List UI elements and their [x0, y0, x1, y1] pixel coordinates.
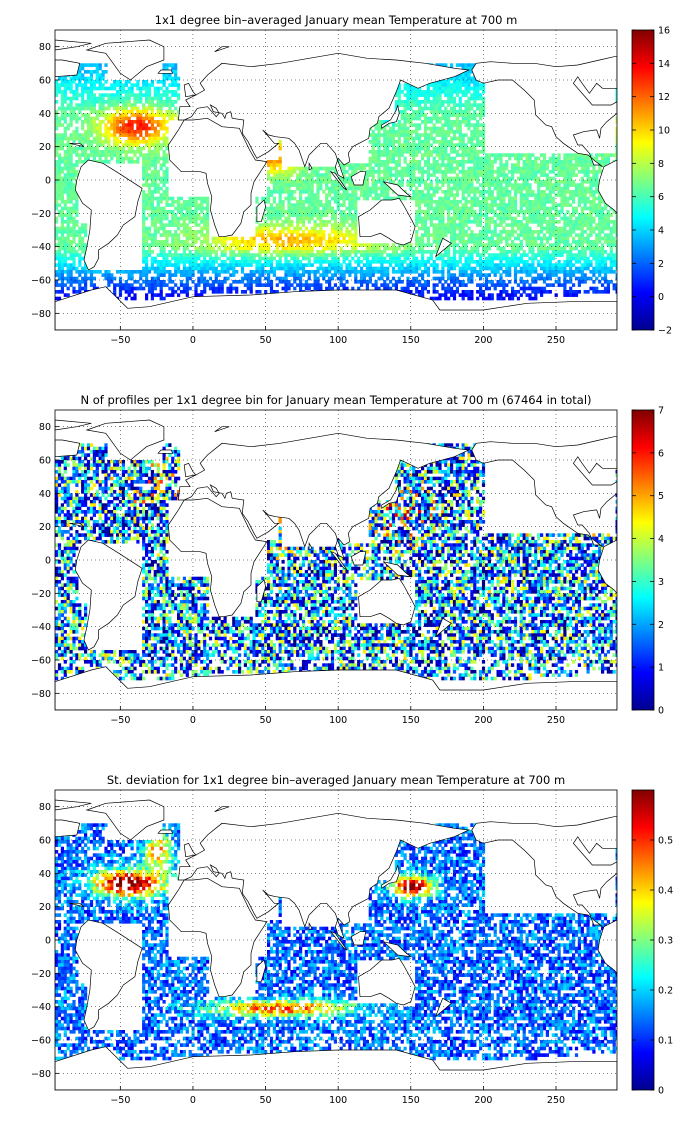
y-tick-label: 40	[39, 869, 51, 880]
colorbar-tick-label: 8	[658, 159, 664, 170]
colorbar	[631, 29, 655, 331]
colorbar-tick-label: −2	[658, 326, 672, 337]
colorbar-tick-label: 0	[658, 1086, 664, 1097]
colorbar-tick-label: 7	[658, 406, 664, 417]
data-field	[55, 790, 617, 1090]
data-field	[55, 410, 617, 710]
y-tick-label: 40	[39, 109, 51, 120]
x-tick-label: 100	[329, 335, 347, 346]
colorbar-tick-label: 12	[658, 92, 670, 103]
colorbar-tick-label: 10	[658, 126, 670, 137]
y-tick-label: 80	[39, 802, 51, 813]
y-tick-label: 60	[39, 76, 51, 87]
x-tick-label: 150	[402, 1095, 420, 1106]
colorbar-tick-label: 6	[658, 192, 664, 203]
colorbar-tick-label: 0	[658, 706, 664, 717]
x-tick-label: 250	[547, 715, 565, 726]
data-field	[55, 30, 617, 330]
colorbar-tick-label: 0.5	[658, 836, 673, 847]
y-tick-label: 60	[39, 836, 51, 847]
map-panel-temperature: 1x1 degree bin–averaged January mean Tem…	[31, 13, 672, 346]
colorbar-tick-label: 2	[658, 620, 664, 631]
y-tick-label: −40	[31, 1002, 51, 1013]
colorbar-tick-label: 0.4	[658, 886, 673, 897]
colorbar-tick-label: 6	[658, 448, 664, 459]
colorbar-tick-label: 1	[658, 663, 664, 674]
x-tick-label: −50	[110, 335, 130, 346]
y-tick-label: −40	[31, 242, 51, 253]
colorbar-tick-label: 3	[658, 577, 664, 588]
y-tick-label: −20	[31, 589, 51, 600]
y-tick-label: −60	[31, 276, 51, 287]
y-tick-label: −40	[31, 622, 51, 633]
y-tick-label: 60	[39, 456, 51, 467]
y-tick-label: 20	[39, 522, 51, 533]
y-tick-label: 80	[39, 42, 51, 53]
x-tick-label: 50	[260, 1095, 272, 1106]
y-tick-label: −80	[31, 689, 51, 700]
x-tick-label: 250	[547, 1095, 565, 1106]
y-tick-label: 0	[45, 556, 51, 567]
x-tick-label: −50	[110, 715, 130, 726]
colorbar-tick-label: 0.2	[658, 986, 673, 997]
y-tick-label: −80	[31, 1069, 51, 1080]
y-tick-label: 20	[39, 142, 51, 153]
x-tick-label: 0	[190, 1095, 196, 1106]
y-tick-label: 40	[39, 489, 51, 500]
colorbar	[631, 409, 655, 711]
panel-title: 1x1 degree bin–averaged January mean Tem…	[155, 13, 518, 27]
x-tick-label: 100	[329, 715, 347, 726]
y-tick-label: −60	[31, 1036, 51, 1047]
colorbar-tick-label: 14	[658, 59, 670, 70]
colorbar-tick-label: 4	[658, 226, 664, 237]
y-tick-label: −80	[31, 309, 51, 320]
panel-title: N of profiles per 1x1 degree bin for Jan…	[80, 393, 591, 407]
colorbar-tick-label: 4	[658, 534, 664, 545]
x-tick-label: 150	[402, 715, 420, 726]
x-tick-label: 200	[474, 1095, 492, 1106]
x-tick-label: 200	[474, 335, 492, 346]
x-tick-label: 50	[260, 335, 272, 346]
y-tick-label: 80	[39, 422, 51, 433]
x-tick-label: 0	[190, 335, 196, 346]
colorbar-tick-label: 0.3	[658, 936, 673, 947]
x-tick-label: 100	[329, 1095, 347, 1106]
colorbar-tick-label: 2	[658, 259, 664, 270]
y-tick-label: 0	[45, 176, 51, 187]
colorbar-tick-label: 5	[658, 491, 664, 502]
colorbar-tick-label: 16	[658, 26, 670, 37]
x-tick-label: 250	[547, 335, 565, 346]
x-tick-label: 150	[402, 335, 420, 346]
x-tick-label: 200	[474, 715, 492, 726]
colorbar-tick-label: 0.1	[658, 1036, 673, 1047]
x-tick-label: 50	[260, 715, 272, 726]
map-panel-profile-count: N of profiles per 1x1 degree bin for Jan…	[31, 393, 664, 726]
y-tick-label: 20	[39, 902, 51, 913]
map-panel-std-deviation: St. deviation for 1x1 degree bin–average…	[31, 773, 673, 1106]
y-tick-label: −20	[31, 969, 51, 980]
colorbar-tick-label: 0	[658, 292, 664, 303]
x-tick-label: −50	[110, 1095, 130, 1106]
y-tick-label: 0	[45, 936, 51, 947]
x-tick-label: 0	[190, 715, 196, 726]
y-tick-label: −60	[31, 656, 51, 667]
panel-title: St. deviation for 1x1 degree bin–average…	[107, 773, 565, 787]
y-tick-label: −20	[31, 209, 51, 220]
